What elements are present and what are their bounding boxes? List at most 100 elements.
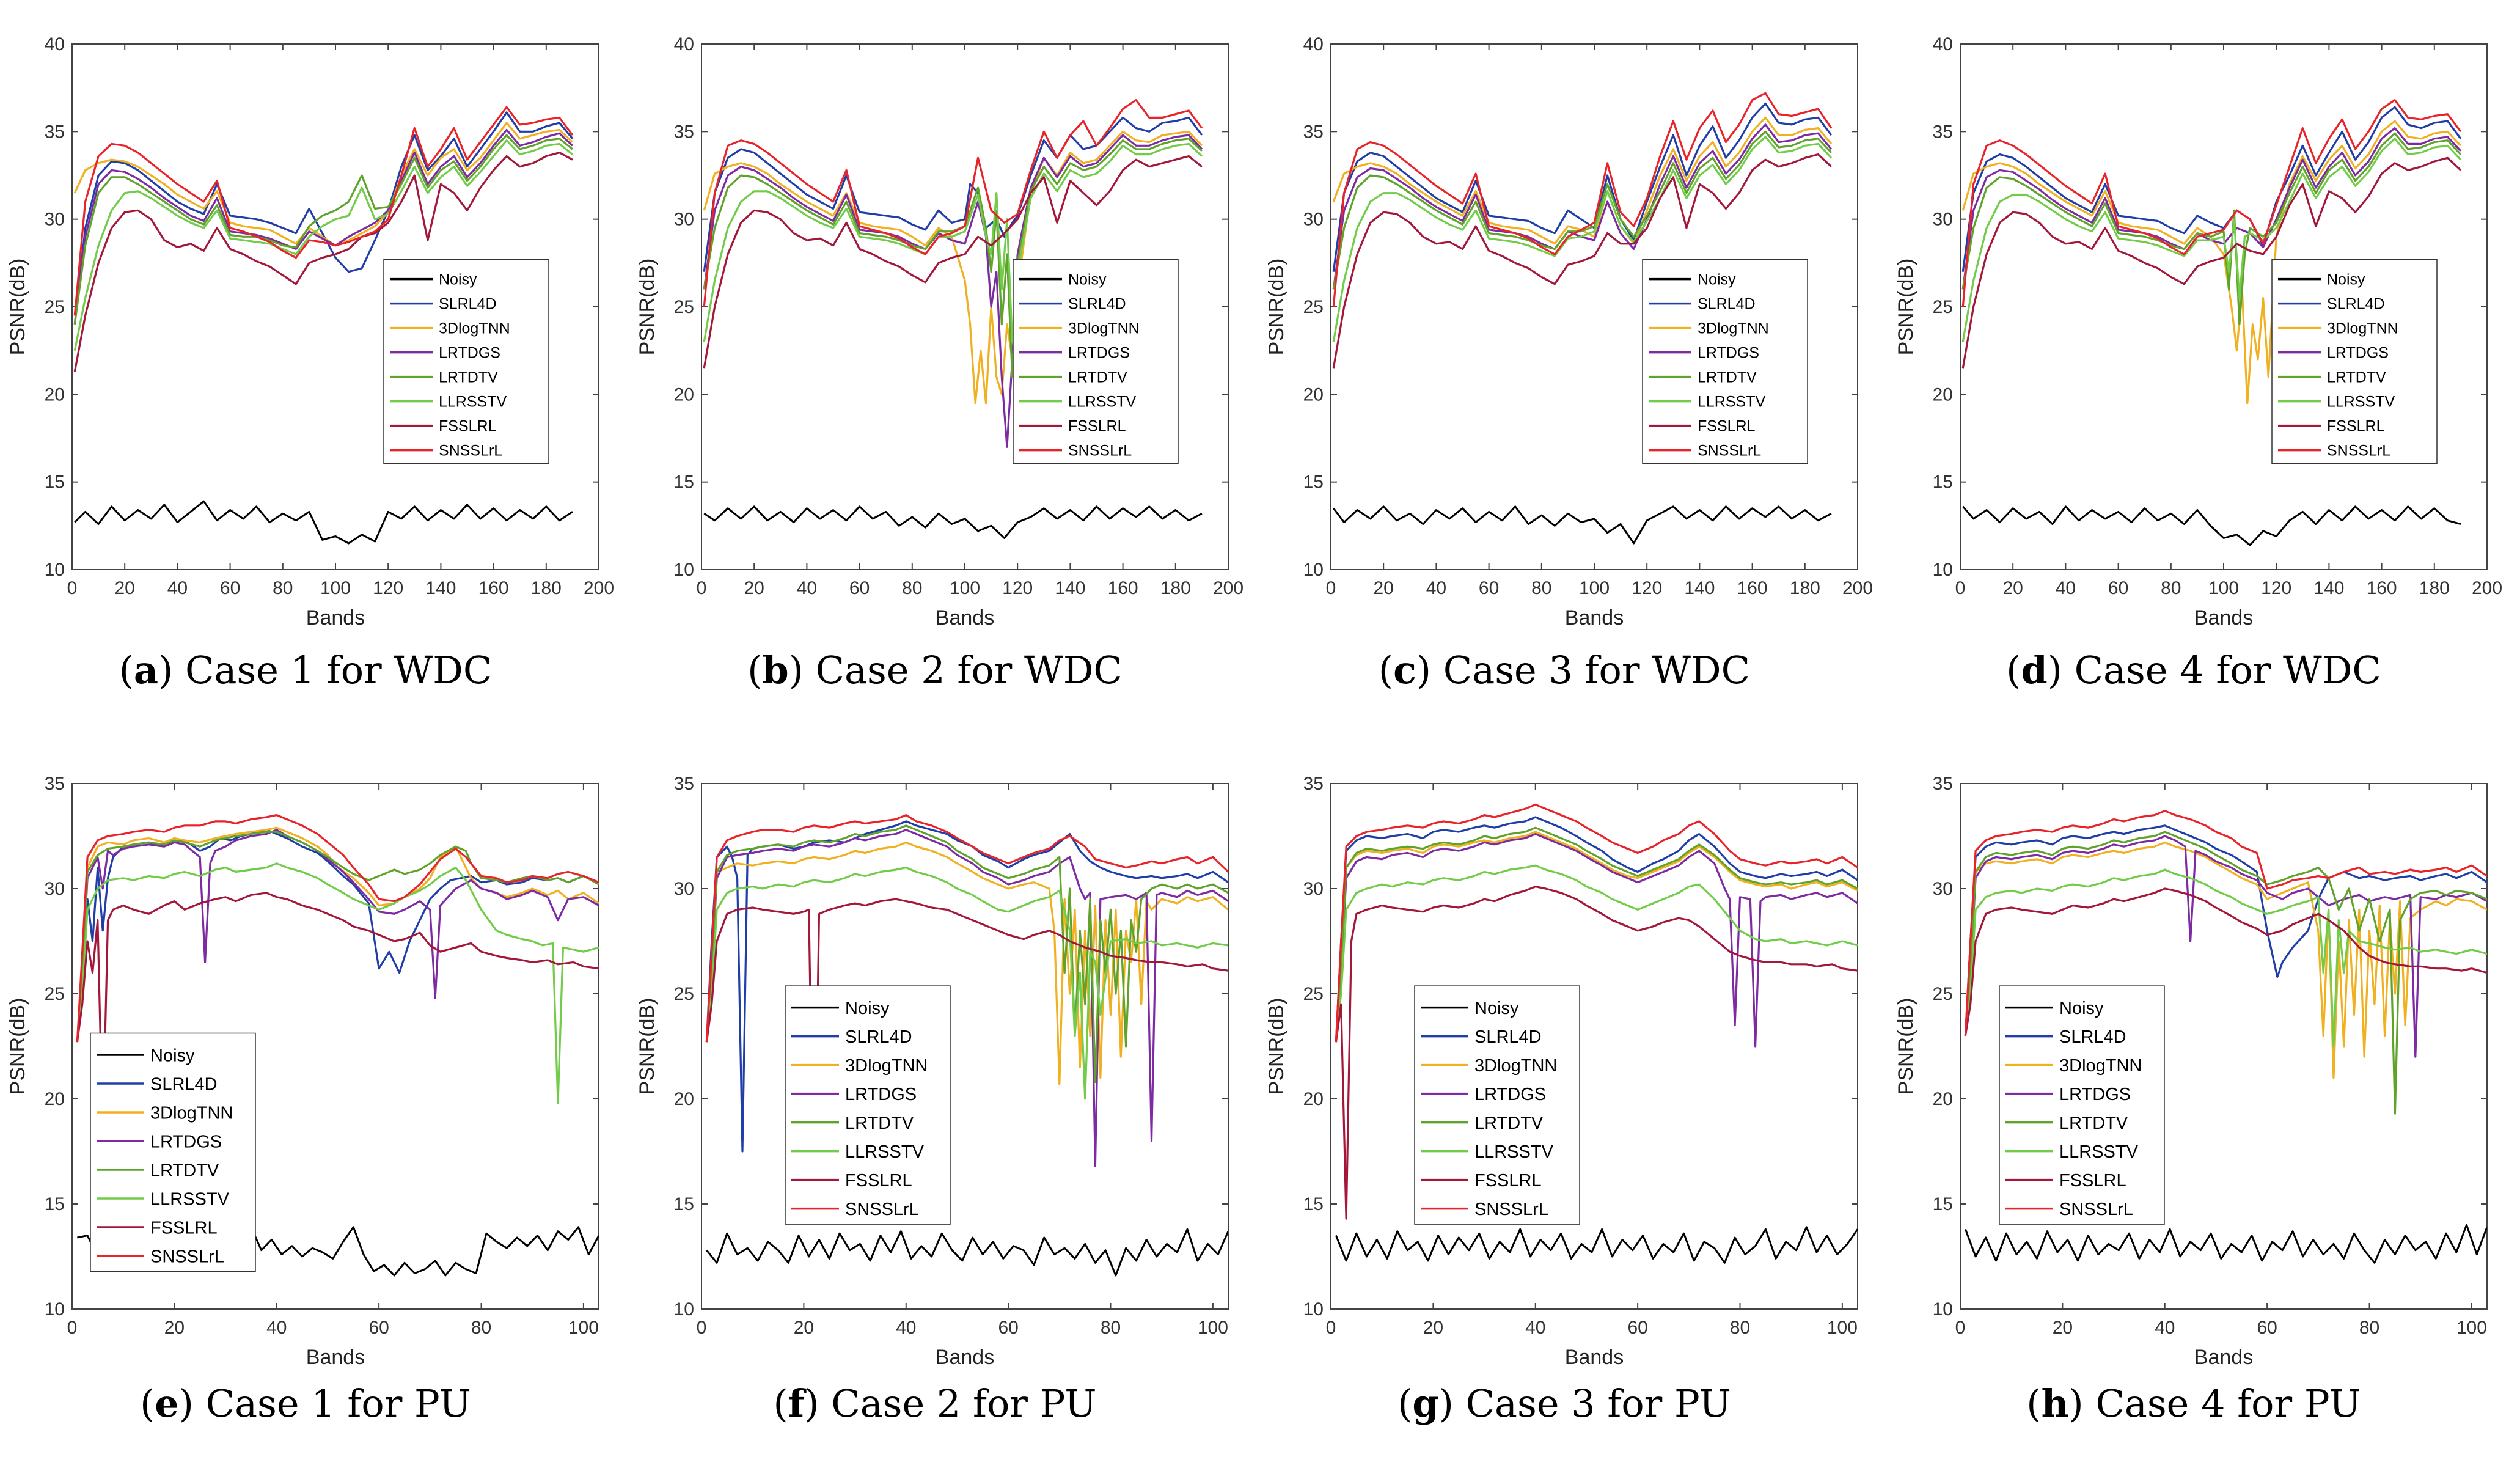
x-tick-label: 160 bbox=[1108, 578, 1138, 598]
legend-label: LRTDGS bbox=[2059, 1085, 2131, 1104]
series-line-slrl4d bbox=[1964, 824, 2487, 1036]
y-tick-label: 35 bbox=[674, 774, 694, 794]
y-tick-label: 10 bbox=[1303, 560, 1324, 580]
legend-box bbox=[1013, 259, 1179, 464]
x-tick-label: 60 bbox=[2108, 578, 2128, 598]
legend-label: LRTDGS bbox=[2327, 345, 2389, 362]
y-tick-label: 25 bbox=[1933, 297, 1953, 317]
legend-label: SLRL4D bbox=[439, 296, 497, 313]
legend: Noisy SLRL4D 3DlogTNN LRTDGS LRTDTV LLRSSTV FS… bbox=[1642, 259, 1808, 464]
chart-d: 0 20 40 60 80 100 120 140 160 180 200 10 15 20 25 30 35 4… bbox=[1894, 34, 2502, 629]
legend-box bbox=[1999, 985, 2165, 1225]
legend-label: LLRSSTV bbox=[2059, 1142, 2139, 1162]
series-line-fsslrl bbox=[703, 155, 1203, 369]
series-line-snsslrl bbox=[705, 813, 1228, 1043]
legend-label: SLRL4D bbox=[2327, 296, 2385, 313]
legend-box bbox=[1642, 259, 1808, 464]
x-tick-label: 60 bbox=[849, 578, 870, 598]
x-tick-label: 80 bbox=[471, 1318, 491, 1338]
legend-label: SLRL4D bbox=[1698, 296, 1756, 313]
x-tick-label: 0 bbox=[1955, 1318, 1966, 1338]
y-tick-label: 35 bbox=[1933, 774, 1953, 794]
legend-label: SLRL4D bbox=[150, 1074, 218, 1094]
x-tick-label: 100 bbox=[1579, 578, 1610, 598]
legend-label: LLRSSTV bbox=[2327, 394, 2395, 411]
legend-label: Noisy bbox=[1474, 999, 1519, 1018]
x-axis-label: Bands bbox=[1565, 1346, 1624, 1369]
legend: Noisy SLRL4D 3DlogTNN LRTDGS LRTDTV LLRSSTV FS… bbox=[1414, 985, 1580, 1225]
legend-label: FSSLRL bbox=[2059, 1171, 2126, 1191]
series-line-fsslrl bbox=[705, 898, 1228, 1224]
y-axis-label: PSNR(dB) bbox=[1894, 259, 1917, 356]
y-tick-label: 20 bbox=[45, 384, 65, 405]
chart-h: 0 20 40 60 80 100 10 15 20 25 30 35 Bands PSNR(dB) Noi… bbox=[1894, 774, 2488, 1369]
caption-text: Case 4 for PU bbox=[2095, 1381, 2361, 1426]
caption-letter: g bbox=[1412, 1381, 1439, 1426]
legend-label: FSSLRL bbox=[2327, 418, 2385, 435]
y-tick-label: 30 bbox=[674, 879, 694, 899]
x-tick-label: 80 bbox=[1730, 1318, 1750, 1338]
x-tick-label: 120 bbox=[1632, 578, 1662, 598]
y-tick-label: 20 bbox=[674, 384, 694, 405]
legend: Noisy SLRL4D 3DlogTNN LRTDGS LRTDTV LLRSSTV FS… bbox=[1999, 985, 2165, 1225]
chart-e: 0 20 40 60 80 100 10 15 20 25 30 35 Bands PSNR(dB) Noi… bbox=[6, 774, 599, 1369]
x-tick-label: 60 bbox=[1479, 578, 1499, 598]
y-tick-label: 40 bbox=[1303, 34, 1324, 54]
x-tick-label: 60 bbox=[1627, 1318, 1647, 1338]
x-tick-label: 0 bbox=[1326, 1318, 1336, 1338]
series-line-snsslrl bbox=[1961, 99, 2462, 307]
x-tick-label: 40 bbox=[167, 578, 188, 598]
y-tick-label: 25 bbox=[674, 984, 694, 1004]
series-line-llrsstv bbox=[1964, 868, 2487, 1048]
y-tick-label: 30 bbox=[1303, 210, 1324, 230]
series-line-noisy bbox=[1335, 1226, 1858, 1264]
legend: Noisy SLRL4D 3DlogTNN LRTDGS LRTDTV LLRSSTV FS… bbox=[2271, 259, 2438, 464]
series-line-lrtdgs bbox=[73, 128, 573, 316]
series-line-slrl4d bbox=[73, 111, 574, 325]
series-line-lrtdtv bbox=[1964, 831, 2487, 1115]
x-axis-label: Bands bbox=[306, 1346, 365, 1369]
y-tick-label: 30 bbox=[45, 210, 65, 230]
legend-label: 3DlogTNN bbox=[1068, 320, 1140, 337]
x-tick-label: 180 bbox=[2419, 578, 2450, 598]
x-tick-label: 0 bbox=[67, 578, 78, 598]
x-tick-label: 20 bbox=[1423, 1318, 1443, 1338]
y-tick-label: 15 bbox=[674, 472, 694, 493]
y-tick-label: 20 bbox=[674, 1089, 694, 1109]
series-line-llrsstv bbox=[703, 142, 1203, 343]
y-tick-label: 10 bbox=[1303, 1299, 1324, 1319]
y-axis-label: PSNR(dB) bbox=[6, 259, 29, 356]
x-tick-label: 40 bbox=[896, 1318, 916, 1338]
legend-label: SLRL4D bbox=[1068, 296, 1126, 313]
panel-a: 0 20 40 60 80 100 120 140 160 180 200 10 15 20 25 30 35 4… bbox=[0, 0, 614, 721]
legend-label: SNSSLrL bbox=[1698, 442, 1761, 460]
x-tick-label: 100 bbox=[320, 578, 351, 598]
legend-label: SLRL4D bbox=[2059, 1027, 2126, 1047]
y-tick-label: 20 bbox=[1933, 384, 1953, 405]
chart-g: 0 20 40 60 80 100 10 15 20 25 30 35 Bands PSNR(dB) Noi… bbox=[1265, 774, 1858, 1369]
series-line-snsslrl bbox=[76, 813, 599, 1043]
series-line-slrl4d bbox=[703, 116, 1203, 272]
legend-label: Noisy bbox=[845, 999, 890, 1018]
y-tick-label: 25 bbox=[45, 297, 65, 317]
caption-letter: a bbox=[133, 648, 159, 692]
series-line-noisy bbox=[1962, 505, 2461, 546]
panel-h: 0 20 40 60 80 100 10 15 20 25 30 35 Bands PSNR(dB) Noi… bbox=[1888, 740, 2499, 1461]
legend-label: 3DlogTNN bbox=[439, 320, 510, 337]
x-tick-label: 0 bbox=[697, 1318, 707, 1338]
y-tick-label: 25 bbox=[1303, 984, 1324, 1004]
y-tick-label: 10 bbox=[674, 560, 694, 580]
y-tick-label: 10 bbox=[45, 1299, 65, 1319]
panel-d: 0 20 40 60 80 100 120 140 160 180 200 10 15 20 25 30 35 4… bbox=[1888, 0, 2502, 721]
y-axis-label: PSNR(dB) bbox=[1894, 998, 1917, 1095]
caption-text: Case 3 for WDC bbox=[1443, 648, 1751, 692]
series-line-snsslrl bbox=[1964, 810, 2487, 1036]
series-line-llrsstv bbox=[705, 867, 1228, 1100]
legend-label: SNSSLrL bbox=[150, 1247, 224, 1266]
x-tick-label: 80 bbox=[1101, 1318, 1121, 1338]
x-tick-label: 60 bbox=[220, 578, 240, 598]
series-line-fsslrl bbox=[1335, 886, 1858, 1220]
y-tick-label: 35 bbox=[45, 122, 65, 142]
panel-b: 0 20 40 60 80 100 120 140 160 180 200 10 15 20 25 30 35 4… bbox=[629, 0, 1244, 721]
series-line-fsslrl bbox=[76, 892, 599, 1138]
